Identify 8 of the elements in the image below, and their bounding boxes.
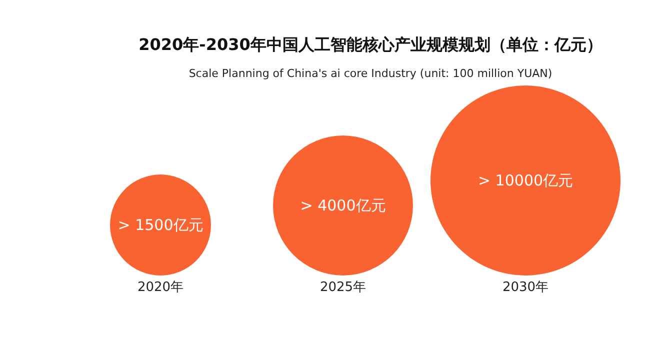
text: Scale Planning of China's ai core Industry (unit: 100 million YUAN) <box>188 67 552 80</box>
category-label: 2025年 <box>320 280 366 295</box>
data-label: > 4000亿元 <box>300 196 386 215</box>
category-label: 2030年 <box>502 280 549 295</box>
text: 2020年-2030年中国人工智能核心产业规模规划（单位：亿元） <box>138 35 602 54</box>
data-label: > 1500亿元 <box>118 216 204 234</box>
data-label: > 10000亿元 <box>478 172 574 190</box>
category-label: 2020年 <box>137 280 184 295</box>
